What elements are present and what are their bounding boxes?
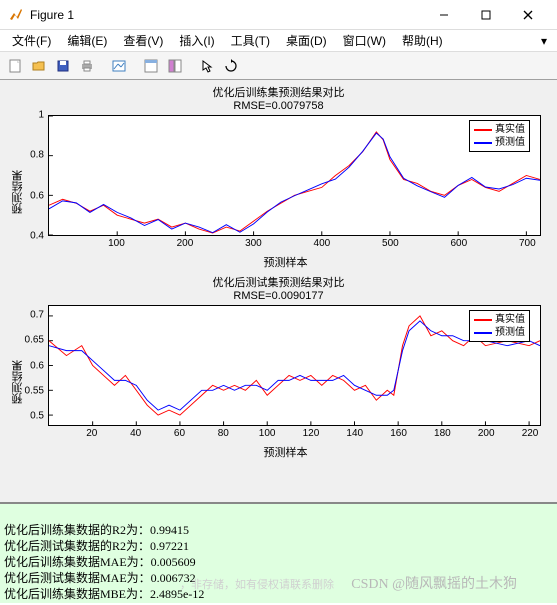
chart2-subtitle: RMSE=0.0090177 [10, 290, 547, 303]
menubar: 文件(F) 编辑(E) 查看(V) 插入(I) 工具(T) 桌面(D) 窗口(W… [0, 30, 557, 52]
console-line: 优化后测试集数据MAE为：0.006732 [4, 571, 196, 585]
chart1-subtitle: RMSE=0.0079758 [10, 100, 547, 113]
chart2-ylabel: 预测结果 [10, 305, 24, 460]
link-button[interactable] [108, 55, 130, 77]
console-line: 优化后训练集数据MBE为：2.4895e-12 [4, 587, 204, 601]
chart2-xticks: 20406080100120140160180200220 [48, 428, 541, 444]
legend-pred: 预测值 [495, 136, 525, 149]
layout2-button[interactable] [164, 55, 186, 77]
save-button[interactable] [52, 55, 74, 77]
matlab-icon [8, 7, 24, 23]
maximize-button[interactable] [465, 1, 507, 29]
menu-help[interactable]: 帮助(H) [394, 30, 451, 51]
pointer-button[interactable] [196, 55, 218, 77]
legend-real: 真实值 [495, 123, 525, 136]
menu-edit[interactable]: 编辑(E) [59, 30, 115, 51]
console-line: 优化后训练集数据MAE为：0.005609 [4, 555, 196, 569]
window-controls [423, 1, 549, 29]
watermark: CSDN @随风飘摇的土木狗 [351, 577, 517, 593]
chart2-xlabel: 预测样本 [24, 444, 547, 460]
chart2-yticks: 0.50.550.60.650.7 [24, 305, 46, 426]
chart1-title: 优化后训练集预测结果对比 [10, 86, 547, 100]
chart-train: 优化后训练集预测结果对比 RMSE=0.0079758 预测结果 0.40.60… [10, 86, 547, 270]
close-button[interactable] [507, 1, 549, 29]
chart2-legend: 真实值 预测值 [469, 310, 530, 342]
menu-window[interactable]: 窗口(W) [335, 30, 394, 51]
open-button[interactable] [28, 55, 50, 77]
legend-real: 真实值 [495, 313, 525, 326]
menu-tools[interactable]: 工具(T) [223, 30, 278, 51]
chart1-ylabel: 预测结果 [10, 115, 24, 270]
print-button[interactable] [76, 55, 98, 77]
console-line: 优化后训练集数据的R2为：0.99415 [4, 523, 189, 537]
chart1-yticks: 0.40.60.81 [24, 115, 46, 236]
titlebar: Figure 1 [0, 0, 557, 30]
menu-view[interactable]: 查看(V) [115, 30, 171, 51]
chart1-xlabel: 预测样本 [24, 254, 547, 270]
chart1-xticks: 100200300400500600700 [48, 238, 541, 254]
console-line: 优化后测试集数据的R2为：0.97221 [4, 539, 189, 553]
console-output: 优化后训练集数据的R2为：0.99415 优化后测试集数据的R2为：0.9722… [0, 502, 557, 603]
minimize-button[interactable] [423, 1, 465, 29]
menu-desktop[interactable]: 桌面(D) [278, 30, 335, 51]
new-figure-button[interactable] [4, 55, 26, 77]
legend-pred: 预测值 [495, 326, 525, 339]
chart-test: 优化后测试集预测结果对比 RMSE=0.0090177 预测结果 0.50.55… [10, 276, 547, 460]
menu-file[interactable]: 文件(F) [4, 30, 59, 51]
chart1-legend: 真实值 预测值 [469, 120, 530, 152]
toolbar [0, 52, 557, 80]
rotate-button[interactable] [220, 55, 242, 77]
chart1-axes[interactable]: 真实值 预测值 [48, 115, 541, 236]
chart2-title: 优化后测试集预测结果对比 [10, 276, 547, 290]
window-title: Figure 1 [30, 8, 423, 22]
menu-insert[interactable]: 插入(I) [171, 30, 222, 51]
menu-overflow-icon[interactable]: ▾ [535, 34, 553, 48]
figure-area: 优化后训练集预测结果对比 RMSE=0.0079758 预测结果 0.40.60… [0, 80, 557, 502]
chart2-axes[interactable]: 真实值 预测值 [48, 305, 541, 426]
layout1-button[interactable] [140, 55, 162, 77]
